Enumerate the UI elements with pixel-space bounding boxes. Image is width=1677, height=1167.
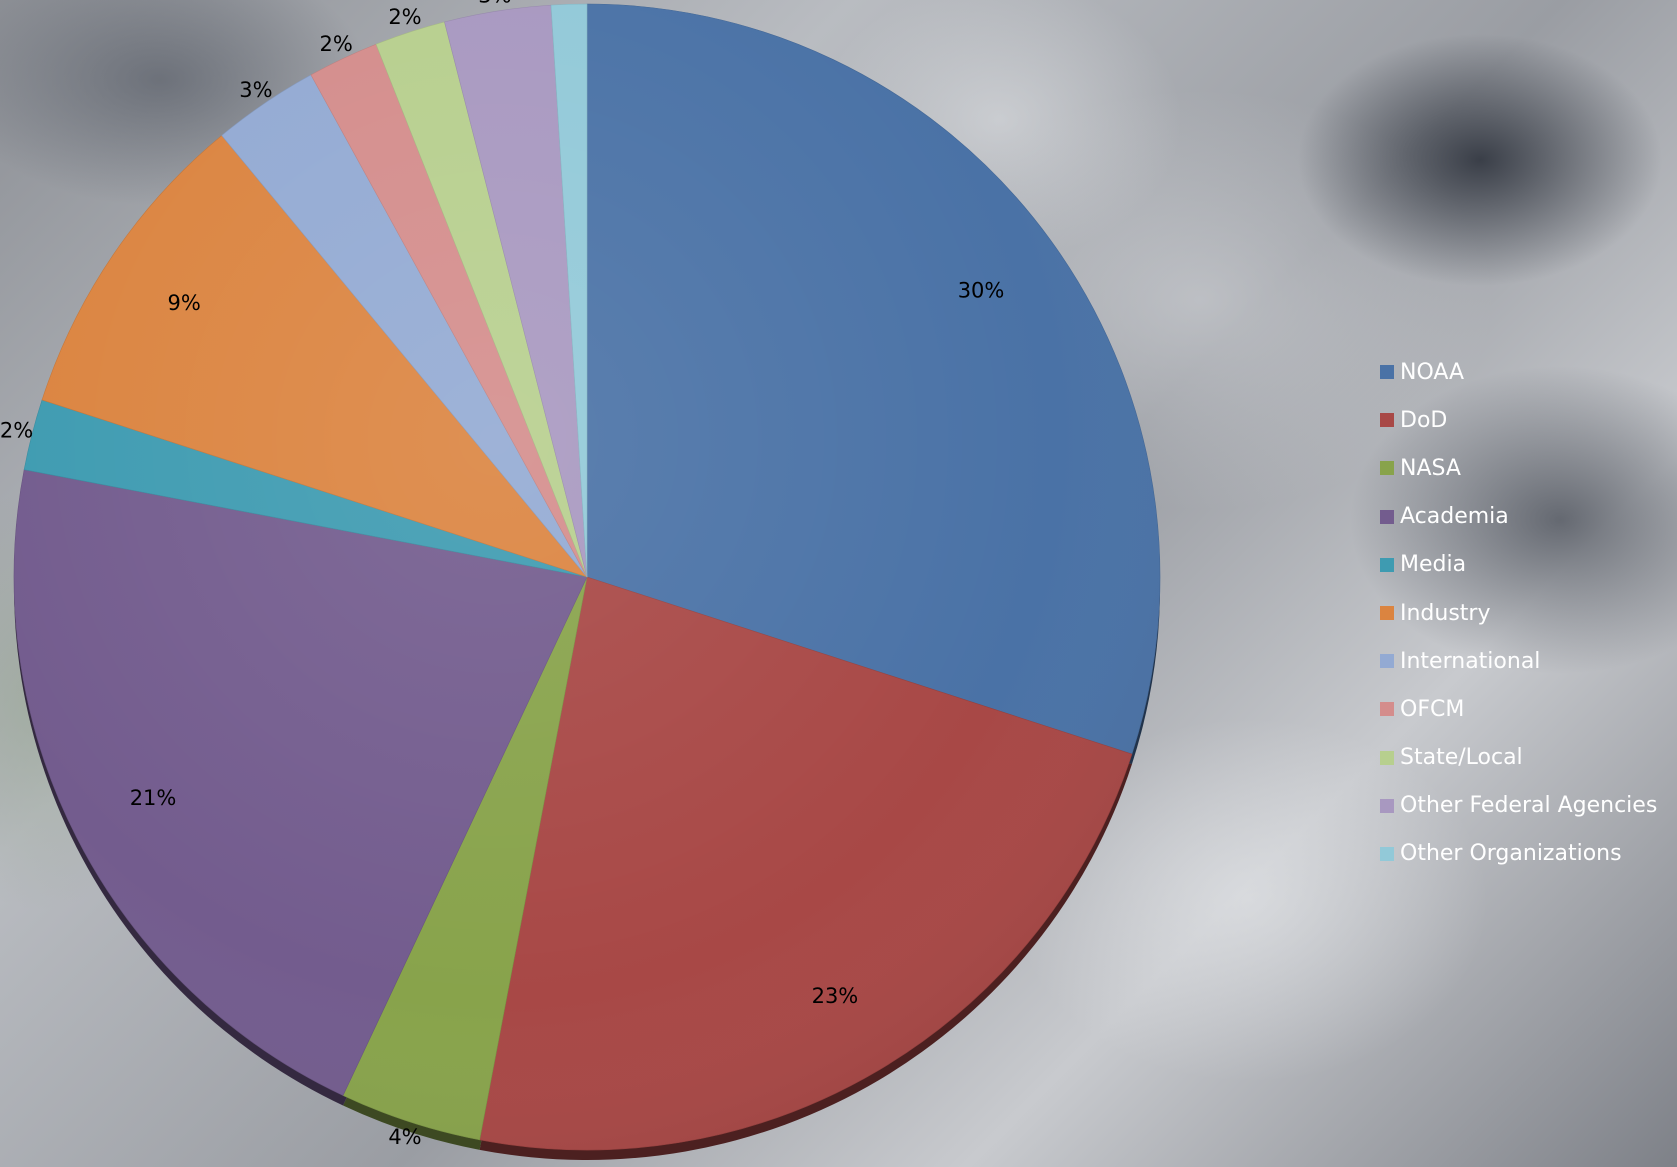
legend-swatch	[1380, 702, 1394, 717]
legend-swatch	[1380, 413, 1394, 428]
legend-label: Media	[1400, 552, 1467, 578]
legend-swatch	[1380, 557, 1394, 572]
data-label-industry: 9%	[168, 291, 201, 315]
data-label-international: 3%	[239, 78, 272, 102]
legend-label: State/Local	[1400, 745, 1523, 771]
data-label-state-local: 2%	[388, 5, 421, 29]
legend-item-other-federal-agencies: Other Federal Agencies	[1380, 782, 1657, 830]
data-label-media: 2%	[0, 419, 33, 443]
legend-item-media: Media	[1380, 541, 1657, 589]
legend-swatch	[1380, 461, 1394, 476]
legend-item-state-local: State/Local	[1380, 734, 1657, 782]
data-label-nasa: 4%	[388, 1125, 421, 1149]
legend-item-industry: Industry	[1380, 589, 1657, 637]
legend-swatch	[1380, 750, 1394, 765]
legend-label: DoD	[1400, 407, 1448, 433]
legend-swatch	[1380, 509, 1394, 524]
legend-swatch	[1380, 606, 1394, 621]
legend-label: Other Organizations	[1400, 841, 1622, 867]
legend-swatch	[1380, 798, 1394, 813]
legend-item-other-organizations: Other Organizations	[1380, 830, 1657, 878]
legend-swatch	[1380, 365, 1394, 380]
legend-swatch	[1380, 654, 1394, 669]
legend-swatch	[1380, 846, 1394, 861]
legend-item-nasa: NASA	[1380, 444, 1657, 492]
data-label-dod: 23%	[812, 984, 859, 1008]
legend-item-noaa: NOAA	[1380, 348, 1657, 396]
legend-label: Industry	[1400, 600, 1491, 626]
legend-label: NASA	[1400, 455, 1461, 481]
legend-label: Other Federal Agencies	[1400, 793, 1658, 819]
legend-label: NOAA	[1400, 359, 1465, 385]
data-label-noaa: 30%	[958, 279, 1005, 303]
data-label-other-federal-agencies: 3%	[478, 0, 511, 7]
legend-item-international: International	[1380, 637, 1657, 685]
data-label-ofcm: 2%	[320, 32, 353, 56]
legend-item-academia: Academia	[1380, 493, 1657, 541]
legend-label: OFCM	[1400, 696, 1465, 722]
legend-label: Academia	[1400, 504, 1509, 530]
legend-item-dod: DoD	[1380, 396, 1657, 444]
data-label-academia: 21%	[130, 786, 177, 810]
legend-item-ofcm: OFCM	[1380, 685, 1657, 733]
legend: NOAA DoD NASA Academia Media Industry Internat…	[1380, 348, 1657, 878]
legend-label: International	[1400, 648, 1541, 674]
